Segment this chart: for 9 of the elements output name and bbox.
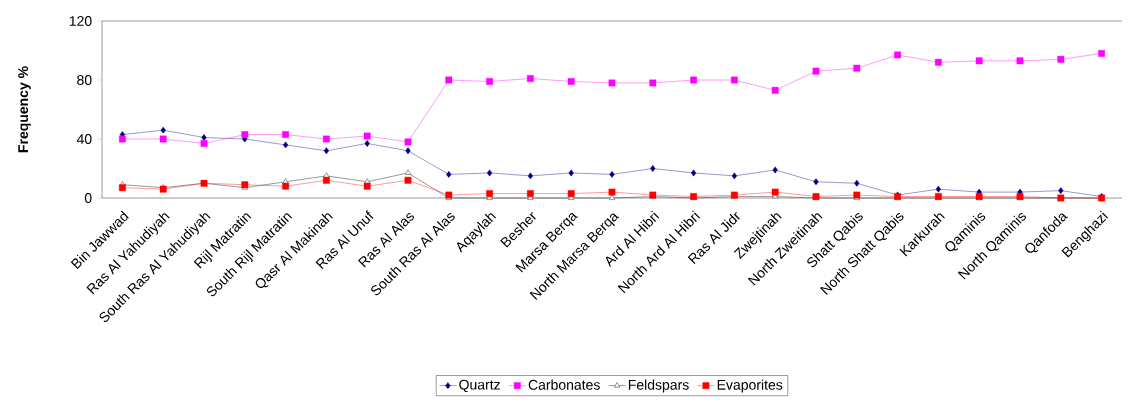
legend-label: Feldspars [628, 379, 689, 393]
y-axis-title: Frequency % [18, 66, 31, 153]
y-tick-label: 0 [84, 193, 92, 203]
y-tick-label: 40 [76, 134, 92, 144]
y-tick-label: 120 [69, 16, 92, 26]
legend-label: Carbonates [528, 379, 600, 390]
legend-label: Evaporites [717, 379, 783, 393]
y-tick-label: 80 [77, 75, 92, 85]
legend-label: Quartz [459, 379, 500, 393]
